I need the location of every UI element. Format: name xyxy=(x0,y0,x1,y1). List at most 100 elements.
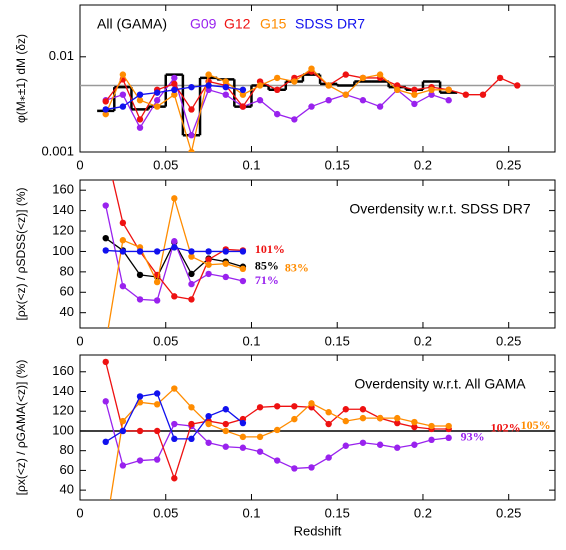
data-point xyxy=(239,444,247,451)
data-point xyxy=(274,403,281,410)
data-point xyxy=(153,427,161,435)
data-point xyxy=(136,296,144,303)
legend-entry: G12 xyxy=(224,16,251,32)
data-point xyxy=(514,82,521,89)
data-point xyxy=(153,390,161,397)
data-point xyxy=(445,434,452,442)
panel-title: Overdensity w.r.t. SDSS DR7 xyxy=(349,201,530,217)
data-point xyxy=(102,247,109,254)
data-point xyxy=(394,419,401,427)
x-tick-label: 0.05 xyxy=(153,333,178,348)
data-point xyxy=(103,340,109,346)
x-tick-label: 0.25 xyxy=(496,333,521,348)
x-tick-label: 0.1 xyxy=(242,157,260,172)
data-point xyxy=(342,91,349,98)
data-point xyxy=(171,238,178,245)
plot-frame xyxy=(79,179,556,329)
y-tick-label: 60 xyxy=(60,284,74,299)
data-point xyxy=(239,103,247,110)
data-point xyxy=(359,439,367,446)
data-point xyxy=(188,148,195,152)
data-point xyxy=(102,106,109,113)
data-point xyxy=(205,420,212,428)
y-tick-label: 100 xyxy=(52,422,74,437)
data-point xyxy=(308,65,315,72)
plot-frame xyxy=(79,354,556,501)
x-axis-label: Redshift xyxy=(294,523,342,538)
data-point xyxy=(239,433,247,441)
data-point xyxy=(188,296,195,303)
data-point xyxy=(119,427,127,435)
data-point xyxy=(274,86,281,94)
x-tick-label: 0.15 xyxy=(325,333,350,348)
data-point xyxy=(222,260,229,267)
data-point xyxy=(376,414,384,422)
data-point xyxy=(102,234,109,242)
data-point xyxy=(153,89,161,96)
data-point xyxy=(222,91,229,98)
data-point xyxy=(153,97,161,104)
x-tick-label: 0.25 xyxy=(496,505,521,520)
y-tick-label: 120 xyxy=(52,403,74,418)
data-point xyxy=(119,103,127,110)
end-label: 105% xyxy=(521,418,551,432)
data-point xyxy=(428,422,435,430)
y-axis-label: φ(M⁎±1) dM (δz) xyxy=(14,34,28,123)
data-point xyxy=(136,457,144,464)
end-label: 71% xyxy=(255,273,279,287)
series-line xyxy=(105,70,518,121)
data-point xyxy=(325,454,332,461)
legend-entry: SDSS DR7 xyxy=(295,16,365,32)
data-point xyxy=(171,195,178,202)
data-point xyxy=(342,71,349,78)
data-point xyxy=(171,74,178,82)
data-point xyxy=(308,464,315,471)
data-point xyxy=(342,417,349,425)
x-tick-label: 0.05 xyxy=(153,157,178,172)
series-line xyxy=(105,67,449,152)
data-point xyxy=(222,273,229,281)
data-point xyxy=(103,526,109,532)
y-tick-label: 100 xyxy=(52,243,74,258)
plot-area xyxy=(80,358,555,532)
x-tick-label: 0.25 xyxy=(496,157,521,172)
data-point xyxy=(171,293,178,300)
data-point xyxy=(445,422,452,430)
x-tick-label: 0.2 xyxy=(414,505,432,520)
data-point xyxy=(188,106,195,113)
data-point xyxy=(411,91,418,98)
data-point xyxy=(256,82,264,89)
legend-entry: G09 xyxy=(190,16,217,32)
data-point xyxy=(256,433,264,441)
data-point xyxy=(308,103,315,110)
data-point xyxy=(291,116,298,123)
data-point xyxy=(153,248,161,255)
y-tick-label: 120 xyxy=(52,222,74,237)
data-point xyxy=(222,427,229,435)
data-point xyxy=(136,116,144,123)
data-point xyxy=(153,456,161,463)
data-point xyxy=(222,78,229,85)
data-point xyxy=(222,406,229,413)
y-tick-label: 40 xyxy=(60,482,74,497)
data-point xyxy=(188,420,195,428)
data-point xyxy=(239,277,247,285)
data-point xyxy=(171,385,178,392)
data-point xyxy=(205,439,212,446)
data-point xyxy=(325,97,332,104)
data-point xyxy=(445,86,452,94)
data-point xyxy=(188,253,195,260)
panel-title: Overdensity w.r.t. All GAMA xyxy=(354,376,526,392)
series-line xyxy=(107,198,244,328)
data-point xyxy=(153,401,161,408)
data-point xyxy=(239,248,247,255)
data-point xyxy=(411,423,418,431)
data-point xyxy=(205,412,212,420)
data-point xyxy=(205,270,212,278)
data-point xyxy=(171,91,178,98)
end-label: 83% xyxy=(285,261,309,275)
data-point xyxy=(119,71,127,78)
x-tick-label: 0 xyxy=(76,505,83,520)
data-point xyxy=(239,91,247,98)
